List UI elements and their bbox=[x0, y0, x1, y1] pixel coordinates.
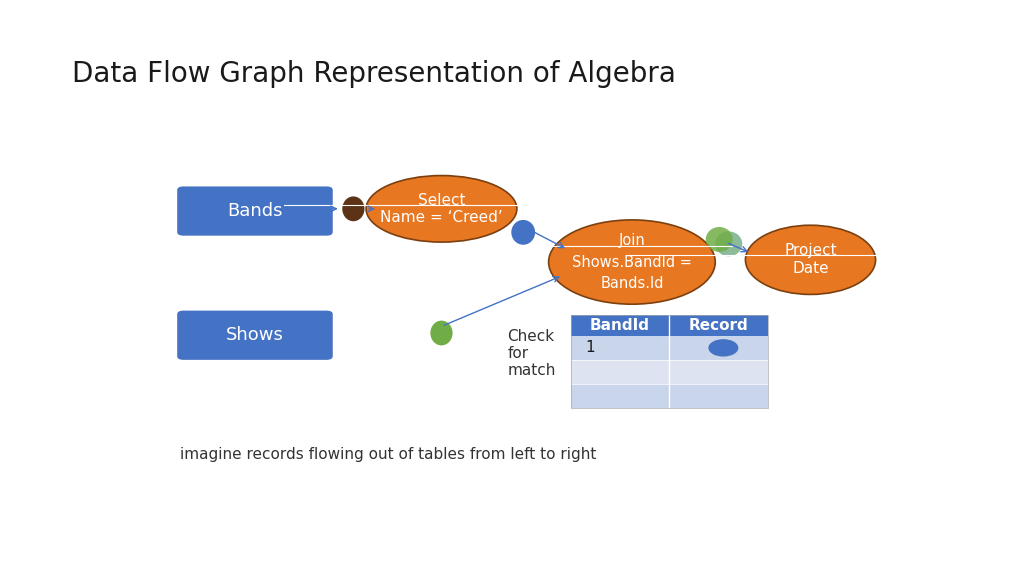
Text: Join: Join bbox=[618, 233, 645, 248]
FancyBboxPatch shape bbox=[570, 360, 768, 384]
FancyBboxPatch shape bbox=[570, 315, 768, 336]
Text: Record: Record bbox=[688, 318, 749, 333]
Ellipse shape bbox=[367, 176, 517, 242]
Text: Data Flow Graph Representation of Algebra: Data Flow Graph Representation of Algebr… bbox=[72, 60, 676, 89]
Ellipse shape bbox=[745, 225, 876, 294]
Text: Bands: Bands bbox=[227, 202, 283, 220]
Ellipse shape bbox=[511, 220, 536, 245]
Text: Shows: Shows bbox=[226, 326, 284, 344]
FancyBboxPatch shape bbox=[177, 310, 333, 360]
Ellipse shape bbox=[430, 321, 453, 346]
Text: Check
for
match: Check for match bbox=[507, 328, 556, 378]
Text: Bands.Id: Bands.Id bbox=[600, 276, 664, 291]
Circle shape bbox=[709, 340, 737, 356]
Text: Date: Date bbox=[793, 262, 828, 276]
Text: BandId: BandId bbox=[590, 318, 650, 333]
Text: imagine records flowing out of tables from left to right: imagine records flowing out of tables fr… bbox=[179, 446, 596, 461]
Text: Project: Project bbox=[784, 243, 837, 259]
Ellipse shape bbox=[342, 196, 365, 221]
Ellipse shape bbox=[706, 227, 733, 252]
Text: 1: 1 bbox=[586, 340, 595, 355]
Text: Shows.BandId =: Shows.BandId = bbox=[572, 255, 692, 270]
FancyBboxPatch shape bbox=[570, 336, 768, 360]
Text: Name = ‘Creed’: Name = ‘Creed’ bbox=[380, 210, 503, 225]
Ellipse shape bbox=[715, 232, 742, 256]
Ellipse shape bbox=[549, 220, 716, 304]
FancyBboxPatch shape bbox=[570, 384, 768, 408]
Text: Select: Select bbox=[418, 193, 465, 208]
FancyBboxPatch shape bbox=[177, 187, 333, 236]
